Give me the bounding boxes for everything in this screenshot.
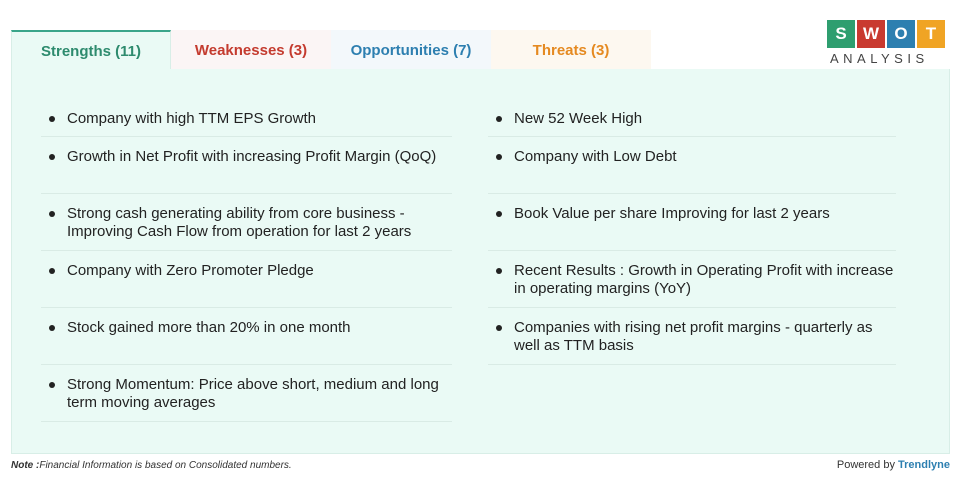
bullet-icon <box>496 211 502 217</box>
logo-letter-w: W <box>857 20 885 48</box>
list-item: New 52 Week High <box>488 99 896 137</box>
list-item: Company with high TTM EPS Growth <box>41 99 452 137</box>
footer-note: Note :Financial Information is based on … <box>11 460 292 471</box>
list-item: Growth in Net Profit with increasing Pro… <box>41 137 452 194</box>
bullet-icon <box>49 382 55 388</box>
list-item: Recent Results : Growth in Operating Pro… <box>488 251 896 308</box>
list-item-text: Companies with rising net profit margins… <box>514 319 873 354</box>
list-item: Company with Zero Promoter Pledge <box>41 251 452 308</box>
list-item-text: Company with high TTM EPS Growth <box>67 110 316 127</box>
tab-opportunities[interactable]: Opportunities (7) <box>331 30 491 70</box>
note-text: Financial Information is based on Consol… <box>39 460 292 471</box>
list-item-text: Recent Results : Growth in Operating Pro… <box>514 262 894 297</box>
tab-weaknesses[interactable]: Weaknesses (3) <box>171 30 331 70</box>
list-item-text: Growth in Net Profit with increasing Pro… <box>67 148 437 165</box>
list-item: Strong Momentum: Price above short, medi… <box>41 365 452 422</box>
bullet-icon <box>496 268 502 274</box>
strengths-panel: Company with high TTM EPS Growth Growth … <box>11 69 950 454</box>
logo-subtitle: ANALYSIS <box>830 51 929 66</box>
bullet-icon <box>49 211 55 217</box>
list-item-text: Stock gained more than 20% in one month <box>67 319 351 336</box>
logo-letter-o: O <box>887 20 915 48</box>
bullet-icon <box>496 154 502 160</box>
powered-by: Powered by Trendlyne <box>837 459 950 471</box>
list-item: Strong cash generating ability from core… <box>41 194 452 251</box>
list-item: Stock gained more than 20% in one month <box>41 308 452 365</box>
tab-strengths[interactable]: Strengths (11) <box>11 30 171 70</box>
list-item-text: Company with Low Debt <box>514 148 677 165</box>
swot-analysis-logo: S W O T ANALYSIS <box>827 20 949 66</box>
list-item-text: Book Value per share Improving for last … <box>514 205 830 222</box>
list-item: Companies with rising net profit margins… <box>488 308 896 365</box>
strengths-list-left: Company with high TTM EPS Growth Growth … <box>41 99 452 422</box>
list-item: Company with Low Debt <box>488 137 896 194</box>
bullet-icon <box>49 325 55 331</box>
tab-threats[interactable]: Threats (3) <box>491 30 651 70</box>
list-item-text: Strong Momentum: Price above short, medi… <box>67 376 439 411</box>
bullet-icon <box>49 154 55 160</box>
bullet-icon <box>496 325 502 331</box>
powered-by-prefix: Powered by <box>836 459 895 471</box>
bullet-icon <box>49 268 55 274</box>
trendlyne-link[interactable]: Trendlyne <box>898 459 950 471</box>
strengths-list-right: New 52 Week High Company with Low Debt B… <box>488 99 896 365</box>
list-item-text: Company with Zero Promoter Pledge <box>67 262 314 279</box>
list-item-text: Strong cash generating ability from core… <box>67 205 412 240</box>
note-label: Note : <box>11 460 40 471</box>
bullet-icon <box>496 116 502 122</box>
logo-letter-s: S <box>827 20 855 48</box>
logo-letters: S W O T <box>827 20 949 48</box>
logo-letter-t: T <box>917 20 945 48</box>
swot-tabs: Strengths (11) Weaknesses (3) Opportunit… <box>11 30 651 70</box>
list-item-text: New 52 Week High <box>514 110 643 127</box>
list-item: Book Value per share Improving for last … <box>488 194 896 251</box>
bullet-icon <box>49 116 55 122</box>
